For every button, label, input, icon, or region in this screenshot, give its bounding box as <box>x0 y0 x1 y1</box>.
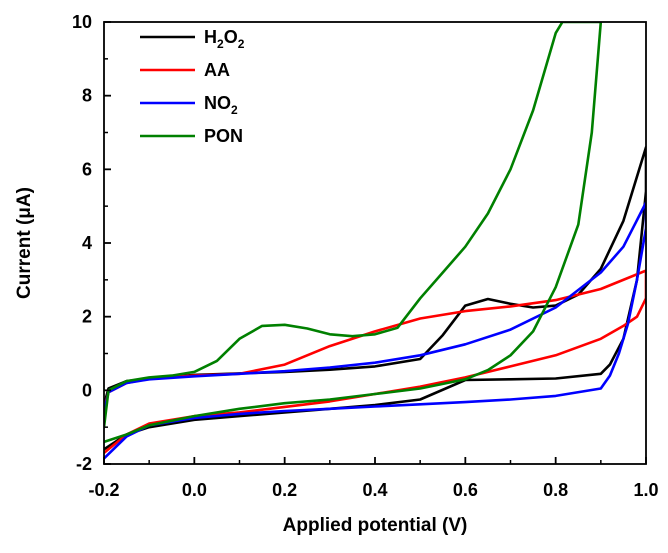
y-axis-title: Current (μA) <box>14 187 35 299</box>
y-tick-label: 4 <box>82 233 92 253</box>
y-tick-label: 0 <box>82 380 92 400</box>
y-tick-label: 8 <box>82 86 92 106</box>
x-tick-label: 0.0 <box>182 480 207 500</box>
legend-label-h2o2: H2O2 <box>204 27 245 51</box>
legend-label-no2: NO2 <box>204 93 238 117</box>
ticks-layer: -0.2 0.0 0.2 0.4 0.6 0.8 1.0 -2 0 2 4 6 8 10 <box>72 12 659 500</box>
legend-label-pon: PON <box>204 126 243 146</box>
x-tick-label: 0.8 <box>543 480 568 500</box>
plot-frame <box>103 21 647 465</box>
x-tick-label: 0.6 <box>453 480 478 500</box>
y-tick-label: 10 <box>72 12 92 32</box>
y-tick-label: 2 <box>82 307 92 327</box>
x-tick-label: 0.4 <box>362 480 387 500</box>
x-tick-label: 0.2 <box>272 480 297 500</box>
series-line-no2 <box>104 201 646 460</box>
y-tick-label: -2 <box>76 454 92 474</box>
x-tick-label: -0.2 <box>88 480 119 500</box>
series-layer <box>104 22 646 460</box>
legend: H2O2 AA NO2 PON <box>140 27 245 146</box>
y-tick-label: 6 <box>82 159 92 179</box>
x-axis-title: Applied potential (V) <box>283 515 468 536</box>
legend-label-aa: AA <box>204 60 230 80</box>
series-line-pon <box>104 22 603 444</box>
x-tick-label: 1.0 <box>633 480 658 500</box>
